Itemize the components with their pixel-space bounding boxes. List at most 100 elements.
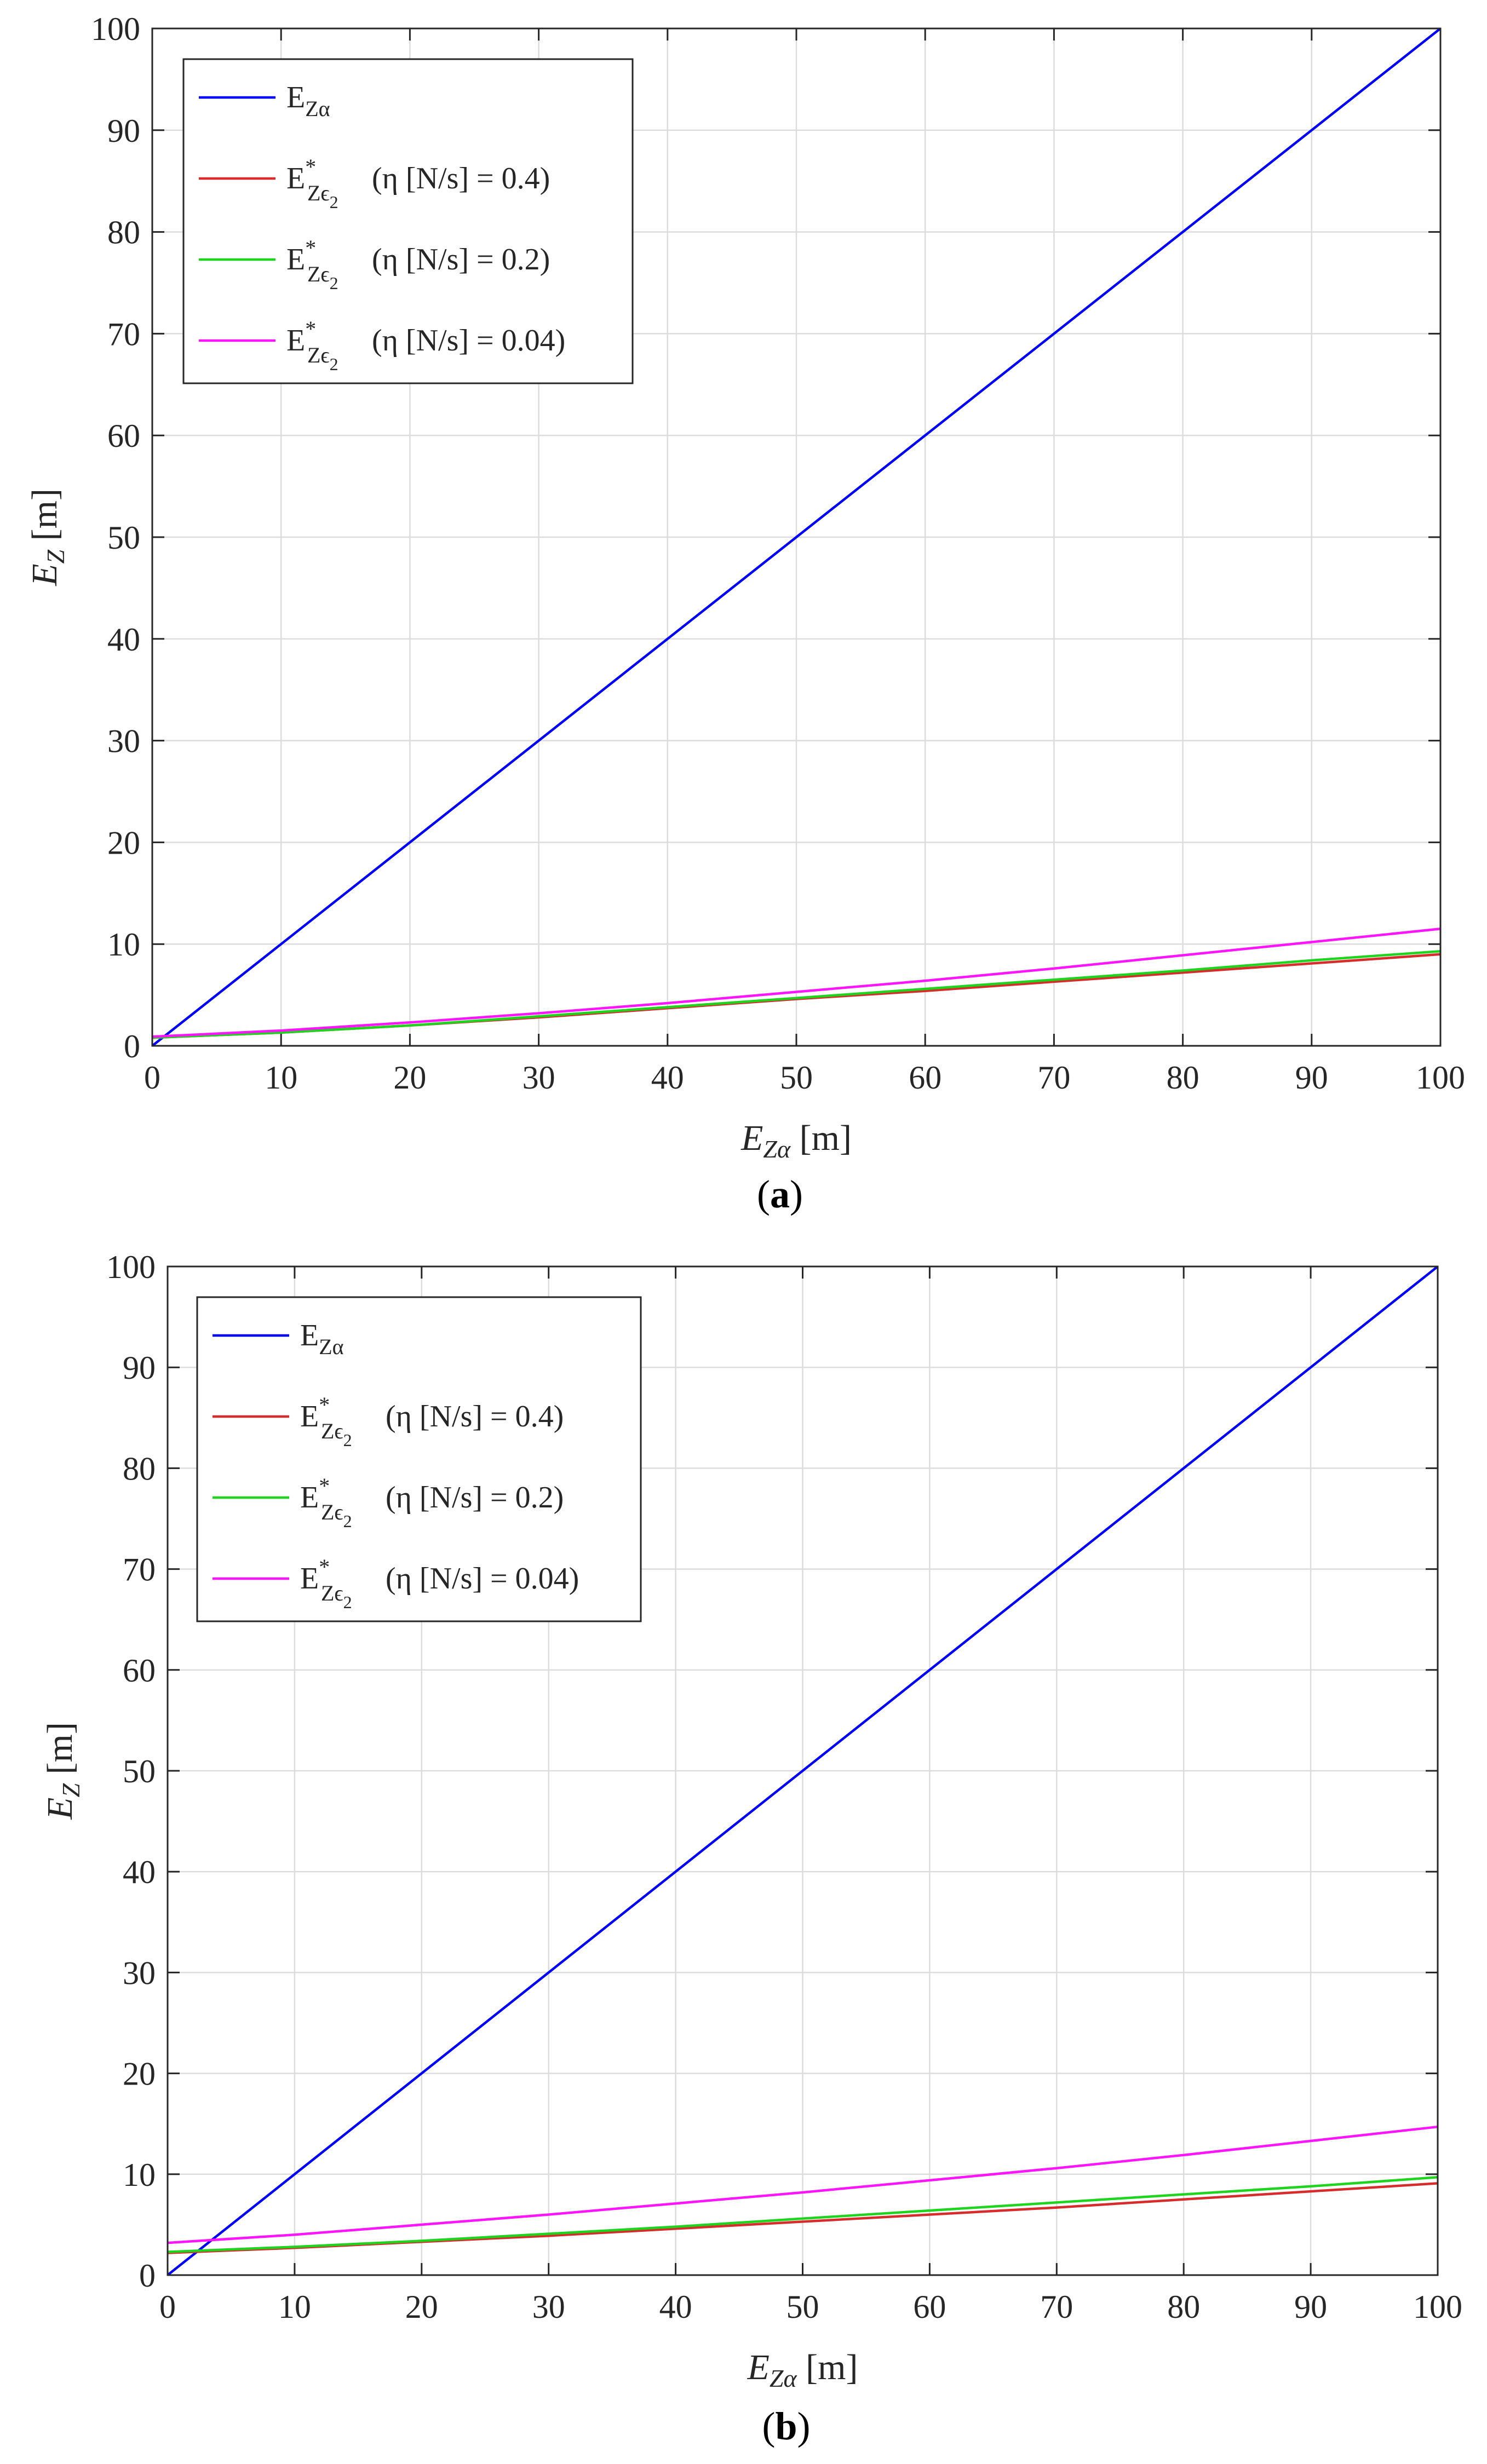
legend-label-sup: * xyxy=(305,235,316,260)
y-axis-label-sub: Z xyxy=(57,1783,85,1798)
legend-label-sub2: 2 xyxy=(343,1511,352,1531)
legend-item-0: EZα xyxy=(199,80,330,121)
legend-label-base: E xyxy=(300,1481,319,1515)
x-tick-label: 40 xyxy=(651,1060,684,1096)
x-tick-label: 100 xyxy=(1416,1060,1465,1096)
legend-label-sub2: 2 xyxy=(330,273,338,293)
series-line-3 xyxy=(167,2125,1438,2244)
legend-box xyxy=(182,58,634,384)
legend-label-base: E xyxy=(286,324,305,358)
x-tick-label: 100 xyxy=(1413,2289,1462,2325)
legend-label-param: (η [N/s] = 0.4) xyxy=(378,1400,564,1434)
legend-label: E* Zϵ2 (η [N/s] = 0.2) xyxy=(300,1473,564,1531)
y-tick-label: 0 xyxy=(139,2258,156,2294)
y-tick-label: 50 xyxy=(123,1753,156,1789)
legend-label-sub: Zα xyxy=(319,1334,343,1359)
chart-panel-a: 0 10 20 30 40 50 60 70 80 90 100 0 10 20 30 40 50 60 70 80 9… xyxy=(25,11,1465,1216)
x-tick-label: 90 xyxy=(1294,2289,1327,2325)
y-tick-label: 40 xyxy=(107,621,140,658)
legend-label-param: (η [N/s] = 0.4) xyxy=(364,162,550,195)
x-tick-label: 0 xyxy=(144,1060,160,1096)
x-tick-label: 30 xyxy=(532,2289,565,2325)
y-tick-label: 60 xyxy=(123,1653,156,1689)
y-tick-label: 30 xyxy=(123,1955,156,1991)
x-tick-label: 80 xyxy=(1167,2289,1200,2325)
legend-item-1: E* Zϵ2 (η [N/s] = 0.4) xyxy=(199,154,550,212)
legend-label-sub: Zϵ xyxy=(307,262,330,286)
legend-label: EZα xyxy=(286,80,330,121)
legend-label: E* Zϵ2 (η [N/s] = 0.4) xyxy=(286,154,550,212)
y-tick-label: 40 xyxy=(123,1854,156,1890)
legend-label-base: E xyxy=(300,1319,319,1352)
legend-label-sup: * xyxy=(319,1555,330,1579)
x-tick-label: 50 xyxy=(780,1060,813,1096)
legend-label: E* Zϵ2 (η [N/s] = 0.4) xyxy=(300,1392,564,1450)
x-axis-label-sub: Zα xyxy=(770,2364,797,2392)
legend-label: E* Zϵ2 (η [N/s] = 0.04) xyxy=(300,1555,579,1612)
y-tick-label: 70 xyxy=(107,316,140,352)
legend-label-param: (η [N/s] = 0.04) xyxy=(364,324,565,358)
x-tick-label: 20 xyxy=(393,1060,426,1096)
x-axis-label: EZα [m] xyxy=(740,1118,852,1163)
chart-panel-b: 0 10 20 30 40 50 60 70 80 90 100 0 10 20 30 40 50 60 70 80 9… xyxy=(40,1249,1462,2448)
y-axis-label-base: E xyxy=(40,1798,80,1820)
panel-caption: (b) xyxy=(762,2404,810,2448)
ticks: 0 10 20 30 40 50 60 70 80 90 100 0 10 20 30 40 50 60 70 80 9… xyxy=(91,11,1465,1096)
series-group xyxy=(151,27,1442,1047)
y-tick-label: 60 xyxy=(107,418,140,454)
legend-label-base: E xyxy=(300,1562,319,1596)
y-tick-label: 70 xyxy=(123,1552,156,1588)
legend-label: E* Zϵ2 (η [N/s] = 0.2) xyxy=(286,235,550,293)
x-tick-label: 70 xyxy=(1037,1060,1070,1096)
y-tick-label: 10 xyxy=(107,926,140,963)
y-axis-label-unit: [m] xyxy=(25,488,65,550)
y-tick-label: 10 xyxy=(123,2157,156,2193)
y-tick-label: 50 xyxy=(107,520,140,556)
x-axis-label-unit: [m] xyxy=(797,2347,858,2387)
panel-caption-letter: b xyxy=(775,2404,797,2448)
x-tick-label: 80 xyxy=(1167,1060,1199,1096)
x-tick-label: 50 xyxy=(786,2289,819,2325)
ticks: 0 10 20 30 40 50 60 70 80 90 100 0 10 20 30 40 50 60 70 80 9… xyxy=(106,1249,1462,2325)
x-tick-label: 60 xyxy=(913,2289,946,2325)
series-line-2 xyxy=(152,949,1441,1039)
y-tick-label: 100 xyxy=(91,11,140,47)
legend-label-sub: Zϵ xyxy=(321,1581,343,1605)
x-tick-label: 90 xyxy=(1295,1060,1328,1096)
x-tick-label: 10 xyxy=(265,1060,297,1096)
x-tick-label: 70 xyxy=(1040,2289,1073,2325)
legend-item-3: E* Zϵ2 (η [N/s] = 0.04) xyxy=(213,1555,579,1612)
y-axis-label-sub: Z xyxy=(42,550,70,564)
x-tick-label: 0 xyxy=(159,2289,176,2325)
x-tick-label: 20 xyxy=(405,2289,438,2325)
y-tick-label: 20 xyxy=(123,2056,156,2092)
legend-label-base: E xyxy=(286,243,305,277)
legend-item-1: E* Zϵ2 (η [N/s] = 0.4) xyxy=(213,1392,564,1450)
y-axis-label-base: E xyxy=(25,564,65,586)
legend-item-2: E* Zϵ2 (η [N/s] = 0.2) xyxy=(213,1473,564,1531)
legend-label-sup: * xyxy=(305,154,316,179)
legend-label-sub: Zϵ xyxy=(321,1500,343,1524)
series-line-2 xyxy=(167,2176,1438,2253)
legend-box xyxy=(196,1296,642,1622)
legend-label-sub: Zα xyxy=(305,96,330,121)
x-axis-label-base: E xyxy=(740,1118,763,1158)
legend-item-2: E* Zϵ2 (η [N/s] = 0.2) xyxy=(199,235,550,293)
series-line-0 xyxy=(167,1265,1439,2276)
y-axis-label: EZ [m] xyxy=(25,488,70,586)
x-axis-label-sub: Zα xyxy=(763,1135,791,1163)
legend-label-sub2: 2 xyxy=(330,354,338,374)
y-tick-label: 20 xyxy=(107,825,140,861)
y-tick-label: 0 xyxy=(124,1028,140,1064)
legend-label-sub2: 2 xyxy=(343,1430,352,1450)
legend-label: EZα xyxy=(300,1319,344,1359)
y-tick-label: 90 xyxy=(123,1350,156,1386)
x-axis-label-base: E xyxy=(747,2347,770,2387)
legend-label-sup: * xyxy=(319,1473,330,1498)
y-tick-label: 80 xyxy=(123,1450,156,1487)
panel-caption-letter: a xyxy=(770,1172,790,1216)
x-axis-label-unit: [m] xyxy=(790,1118,852,1158)
legend-label-param: (η [N/s] = 0.2) xyxy=(364,243,550,277)
